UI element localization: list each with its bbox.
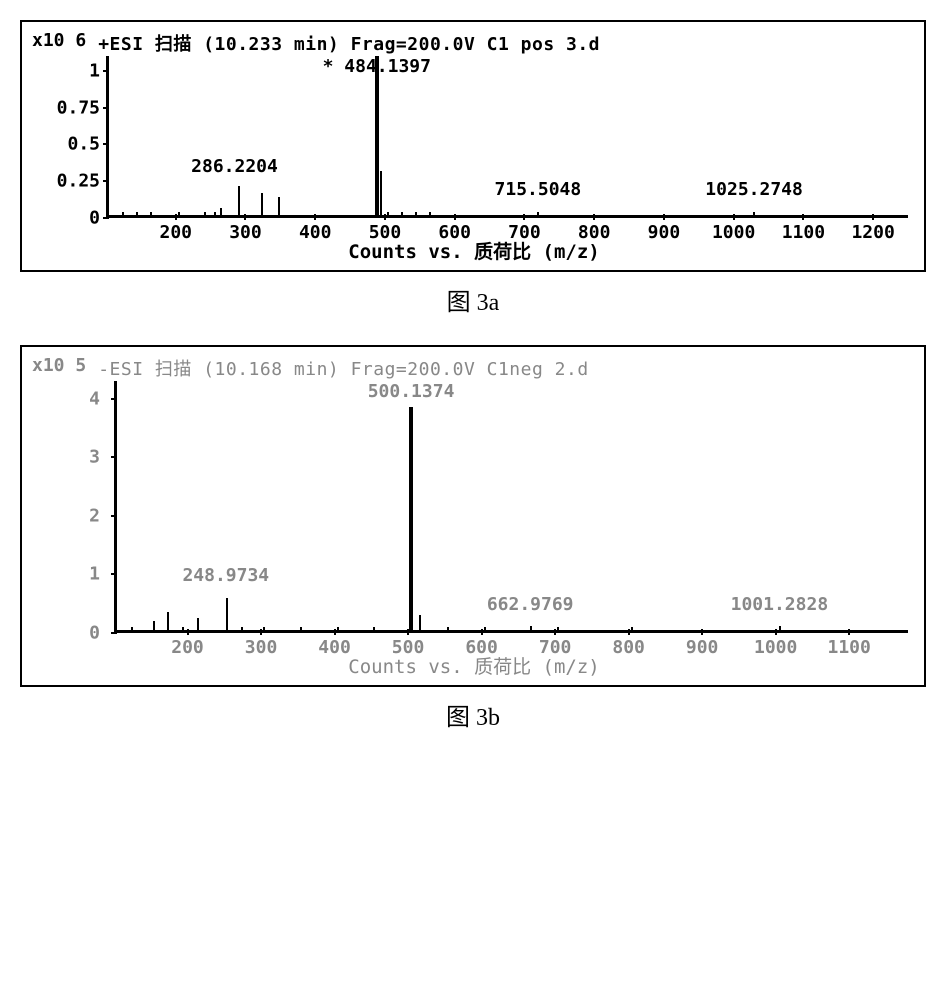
- peak-label: * 484.1397: [323, 56, 431, 77]
- peak-label: 286.2204: [191, 156, 278, 177]
- ytick-label: 1: [34, 60, 100, 81]
- peak-label: 248.9734: [182, 565, 269, 586]
- ytick-label: 3: [34, 447, 100, 468]
- peak-bar: [220, 208, 222, 215]
- ytick-label: 0: [34, 208, 100, 229]
- y-exponent-b: x10 5: [32, 355, 86, 376]
- peak-bar: [153, 621, 155, 630]
- panel-b-header: x10 5 -ESI 扫描 (10.168 min) Frag=200.0V C…: [32, 355, 914, 381]
- ytick-label: 4: [34, 388, 100, 409]
- ytick-label: 0.5: [34, 134, 100, 155]
- xaxis-label-b: Counts vs. 质荷比 (m/z): [34, 652, 914, 679]
- peak-bar: [375, 56, 379, 215]
- ytick-label: 1: [34, 564, 100, 585]
- caption-b: 图 3b: [20, 697, 926, 732]
- peak-label: 662.9769: [487, 594, 574, 615]
- y-exponent-a: x10 6: [32, 30, 86, 51]
- peak-bar: [419, 615, 421, 630]
- peak-bar: [278, 197, 280, 215]
- ytick-label: 0: [34, 623, 100, 644]
- peak-bar: [753, 212, 755, 215]
- peak-bar: [530, 626, 532, 630]
- chart-area-b: 248.9734500.1374662.97691001.2828 200300…: [34, 381, 914, 681]
- ytick-label: 0.75: [34, 97, 100, 118]
- peak-bar: [380, 171, 382, 215]
- peak-label: 715.5048: [495, 179, 582, 200]
- ytick-label: 0.25: [34, 171, 100, 192]
- plot-b: 248.9734 500.1374 662.9769 1001.2828: [114, 381, 908, 633]
- peak-bar: [261, 193, 263, 215]
- peak-label: 500.1374: [368, 381, 455, 402]
- peak-bar: [409, 407, 413, 630]
- xaxis-label-a: Counts vs. 质荷比 (m/z): [34, 237, 914, 264]
- peak-bar: [238, 186, 240, 215]
- scan-title-b: -ESI 扫描 (10.168 min) Frag=200.0V C1neg 2…: [98, 355, 588, 381]
- peak-bar: [226, 598, 228, 630]
- peak-bar: [779, 626, 781, 630]
- peak-label: 1025.2748: [705, 179, 803, 200]
- peak-bar: [167, 612, 169, 630]
- panel-a-header: x10 6 +ESI 扫描 (10.233 min) Frag=200.0V C…: [32, 30, 914, 56]
- chart-area-a: 286.2204* 484.1397715.50481025.2748 2003…: [34, 56, 914, 266]
- peak-bar: [537, 212, 539, 215]
- peak-bar: [197, 618, 199, 630]
- peak-label: 1001.2828: [731, 594, 829, 615]
- scan-title-a: +ESI 扫描 (10.233 min) Frag=200.0V C1 pos …: [98, 30, 600, 56]
- ytick-label: 2: [34, 505, 100, 526]
- spectrum-panel-a: x10 6 +ESI 扫描 (10.233 min) Frag=200.0V C…: [20, 20, 926, 272]
- spectrum-panel-b: x10 5 -ESI 扫描 (10.168 min) Frag=200.0V C…: [20, 345, 926, 687]
- caption-a: 图 3a: [20, 282, 926, 317]
- plot-a: 286.2204 * 484.1397 715.5048 1025.2748: [106, 56, 908, 218]
